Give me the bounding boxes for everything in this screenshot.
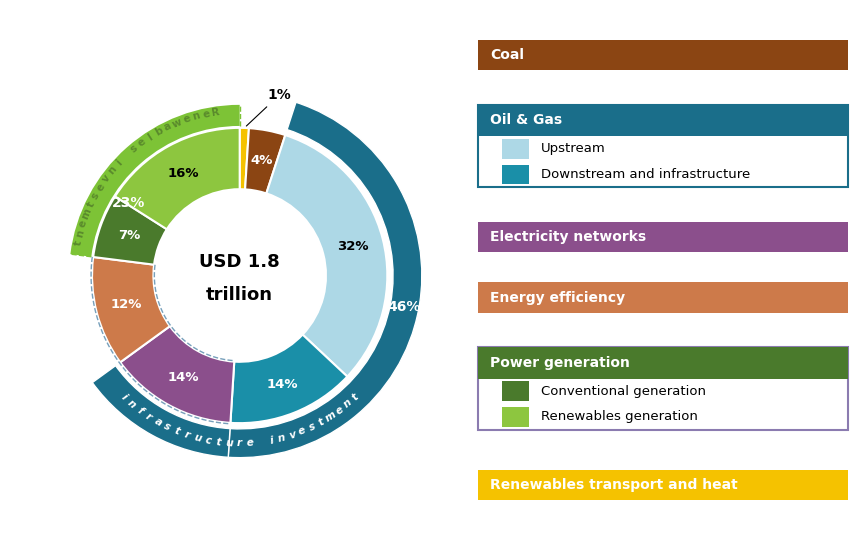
Text: t: t [173,425,181,437]
Text: Oil & Gas: Oil & Gas [490,114,562,127]
FancyBboxPatch shape [478,40,848,71]
Text: r: r [183,429,191,440]
Text: a: a [163,121,173,133]
Text: s: s [128,143,140,155]
Text: 46%: 46% [388,300,421,314]
Text: USD 1.8: USD 1.8 [199,253,280,271]
Text: e: e [77,219,89,229]
Wedge shape [115,128,240,229]
Wedge shape [240,128,249,190]
Text: Electricity networks: Electricity networks [490,230,646,244]
Text: s: s [90,191,101,201]
Text: t: t [85,201,97,209]
FancyBboxPatch shape [502,381,529,401]
Text: e: e [94,181,107,193]
Text: n: n [191,111,201,122]
Text: m: m [324,409,338,424]
Wedge shape [92,366,230,457]
Text: 32%: 32% [337,240,369,253]
Text: n: n [106,165,119,177]
Text: Energy efficiency: Energy efficiency [490,290,625,305]
Text: r: r [237,438,242,449]
Text: 12%: 12% [110,298,142,311]
Text: n: n [277,432,287,444]
Text: i: i [269,435,274,445]
FancyBboxPatch shape [478,347,848,379]
Text: Upstream: Upstream [541,142,606,155]
Text: f: f [135,405,145,416]
Text: Renewables generation: Renewables generation [541,410,698,424]
Text: Power generation: Power generation [490,356,630,370]
Text: Downstream and infrastructure: Downstream and infrastructure [541,168,750,181]
Text: u: u [225,437,233,448]
Wedge shape [230,334,348,423]
Text: e: e [334,404,345,417]
Text: v: v [100,173,112,184]
Text: n: n [126,398,138,410]
Text: Renewables transport and heat: Renewables transport and heat [490,478,738,492]
Text: s: s [307,421,317,433]
Text: r: r [144,411,153,422]
Text: u: u [193,432,202,444]
Text: 4%: 4% [251,154,273,167]
Text: 14%: 14% [168,371,199,385]
Text: v: v [288,429,297,441]
FancyBboxPatch shape [478,469,848,500]
FancyBboxPatch shape [478,282,848,313]
Text: n: n [342,398,354,410]
Text: t: t [73,240,83,246]
Wedge shape [266,135,387,376]
Wedge shape [93,196,167,264]
FancyBboxPatch shape [478,347,848,430]
Text: e: e [247,437,254,448]
Text: e: e [136,137,147,149]
Text: c: c [204,435,211,446]
Text: trillion: trillion [206,285,273,304]
FancyBboxPatch shape [502,165,529,185]
Text: 23%: 23% [112,196,146,209]
Text: b: b [153,126,164,138]
Text: t: t [350,391,361,402]
Text: 7%: 7% [118,229,140,242]
Text: 16%: 16% [168,166,199,180]
Text: 14%: 14% [267,378,299,391]
Text: R: R [211,107,221,118]
FancyBboxPatch shape [478,105,848,136]
Wedge shape [70,105,240,257]
Wedge shape [120,326,235,423]
Text: e: e [181,114,192,125]
Text: i: i [114,158,124,168]
FancyBboxPatch shape [478,105,848,187]
Text: m: m [80,207,93,221]
Text: e: e [201,109,211,120]
FancyBboxPatch shape [502,139,529,159]
Text: l: l [146,132,154,142]
Text: Coal: Coal [490,48,524,62]
Wedge shape [229,102,422,458]
Text: 1%: 1% [247,88,291,126]
FancyBboxPatch shape [478,222,848,252]
Text: e: e [297,425,307,437]
Text: i: i [119,392,128,402]
Text: Conventional generation: Conventional generation [541,385,706,398]
FancyBboxPatch shape [502,407,529,427]
Wedge shape [245,128,285,193]
Text: n: n [74,228,86,238]
Text: a: a [152,416,163,428]
Wedge shape [92,257,169,362]
Text: t: t [215,436,222,447]
Text: w: w [170,117,183,129]
Text: t: t [317,417,326,428]
Text: s: s [163,421,172,433]
